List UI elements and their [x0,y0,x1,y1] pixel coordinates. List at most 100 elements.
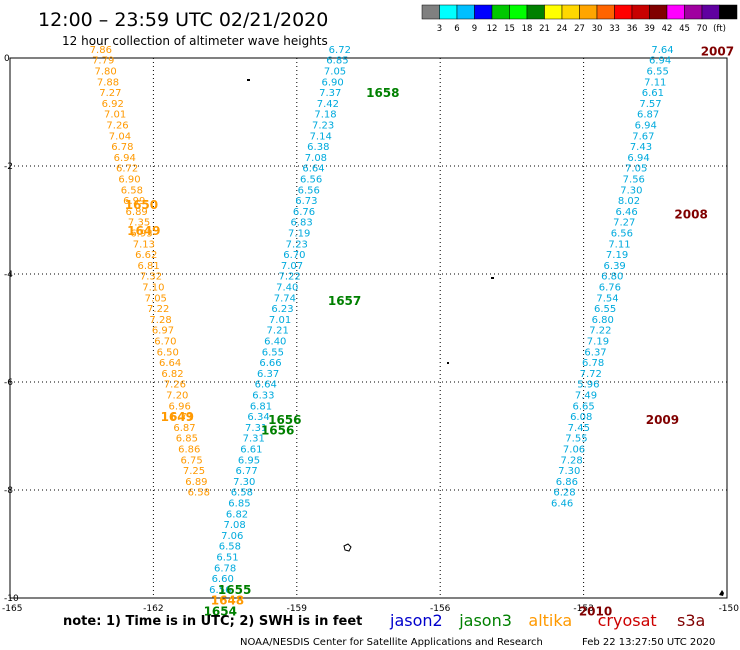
wave-height-value: 6.70 [154,337,176,348]
wave-height-value: 8.02 [618,196,640,207]
wave-height-value: 6.85 [176,434,198,445]
wave-height-value: 6.72 [329,45,351,56]
pass-label: 1649 [127,224,160,238]
wave-height-value: 7.19 [288,229,310,240]
wave-height-value: 6.89 [126,207,148,218]
wave-height-value: 6.82 [161,369,183,380]
wave-height-value: 6.86 [556,477,578,488]
wave-height-value: 6.08 [570,412,592,423]
wave-height-value: 7.06 [563,445,585,456]
pass-labels: 2007 1658 1650 1649 2008 1657 1649 2009 16561656… [125,45,734,619]
islands [247,79,724,596]
colorbar-swatch [509,4,528,20]
wave-height-value: 7.01 [104,110,126,121]
colorbar-swatch [719,4,738,20]
wave-height-value: 7.19 [587,337,609,348]
wave-height-value: 7.22 [147,304,169,315]
wave-height-value: 7.30 [233,477,255,488]
footer-credit: NOAA/NESDIS Center for Satellite Applica… [240,637,543,648]
wave-height-value: 7.23 [286,239,308,250]
wave-height-value: 6.50 [157,347,179,358]
wave-height-value: 6.58 [219,542,241,553]
wave-height-value: 6.87 [173,423,195,434]
x-tick-label: -165 [2,604,22,614]
colorbar-swatch [491,4,510,20]
pass-label: 1658 [366,86,399,100]
colorbar-label: 18 [522,24,533,34]
wave-height-value: 7.86 [90,45,112,56]
x-tick-label: -156 [430,604,451,614]
wave-height-value: 6.85 [228,499,250,510]
wave-height-value: 6.64 [255,380,277,391]
wave-height-value: 7.20 [166,391,188,402]
wave-height-value: 6.86 [178,445,200,456]
wave-height-value: 7.28 [561,455,583,466]
wave-height-value: 7.10 [142,283,164,294]
wave-height-value: 6.37 [257,369,279,380]
legend-cryosat: cryosat [598,611,657,630]
wave-height-value: 6.37 [584,347,606,358]
colorbar-swatch [666,4,685,20]
colorbar-label: 6 [454,24,459,34]
wave-height-value: 7.57 [639,99,661,110]
wave-height-value: 7.45 [568,423,590,434]
colorbar-swatch [631,4,650,20]
island-marker [247,79,250,81]
wave-height-value: 6.64 [302,164,324,175]
pass-label: 1648 [211,594,244,608]
wave-height-value: 6.76 [293,207,315,218]
wave-height-value: 7.26 [164,380,186,391]
wave-height-value: 7.18 [314,110,336,121]
wave-height-value: 7.37 [319,88,341,99]
colorbar-label: 70 [697,24,708,34]
footer-timestamp: Feb 22 13:27:50 UTC 2020 [582,637,715,648]
pass-label: 1650 [125,198,158,212]
wave-height-value: 6.73 [295,196,317,207]
colorbar-swatch [439,4,458,20]
wave-height-value: 5.96 [577,380,599,391]
colorbar-swatch [544,4,563,20]
wave-height-value: 7.55 [565,434,587,445]
colorbar-label: 12 [487,24,498,34]
wave-height-value: 7.35 [128,218,150,229]
wave-height-value: 7.08 [224,520,246,531]
colorbar-label: 39 [644,24,655,34]
legend-jason2: jason2 [389,611,443,630]
wave-height-value: 6.94 [635,121,657,132]
wave-height-value: 6.85 [326,56,348,67]
colorbar-swatch [526,4,545,20]
wave-height-value: 7.07 [281,261,303,272]
wave-height-value: 7.74 [274,293,296,304]
pass-label: 1657 [328,294,361,308]
wave-height-value: 6.66 [259,358,281,369]
wave-height-value: 6.61 [642,88,664,99]
colorbar-label: 21 [539,24,550,34]
colorbar-swatch [456,4,475,20]
wave-height-value: 6.56 [300,175,322,186]
wave-height-value: 6.75 [181,455,203,466]
island-marker [447,362,449,364]
colorbar-label: 27 [574,24,585,34]
x-tick-label: -162 [143,604,163,614]
x-tick-label: -150 [719,604,740,614]
wave-height-value: 7.13 [133,239,155,250]
wave-height-value: 6.97 [152,326,174,337]
wave-height-value: 6.55 [262,347,284,358]
wave-height-value: 6.61 [240,445,262,456]
colorbar-swatch [579,4,598,20]
wave-height-value: 7.06 [221,531,243,542]
wave-height-value: 7.42 [317,99,339,110]
wave-height-value: 6.58 [188,488,210,499]
y-tick-label: -8 [4,486,13,496]
wave-height-value: 7.49 [575,391,597,402]
wave-height-value: 7.05 [324,67,346,78]
wave-height-value: 6.71 [171,412,193,423]
y-tick-label: -4 [4,270,13,280]
wave-height-value: 6.80 [592,315,614,326]
wave-height-value: 6.55 [647,67,669,78]
wave-height-value: 7.72 [580,369,602,380]
wave-height-value: 7.11 [644,77,666,88]
wave-height-value: 6.58 [121,185,143,196]
wave-height-value: 6.56 [298,185,320,196]
